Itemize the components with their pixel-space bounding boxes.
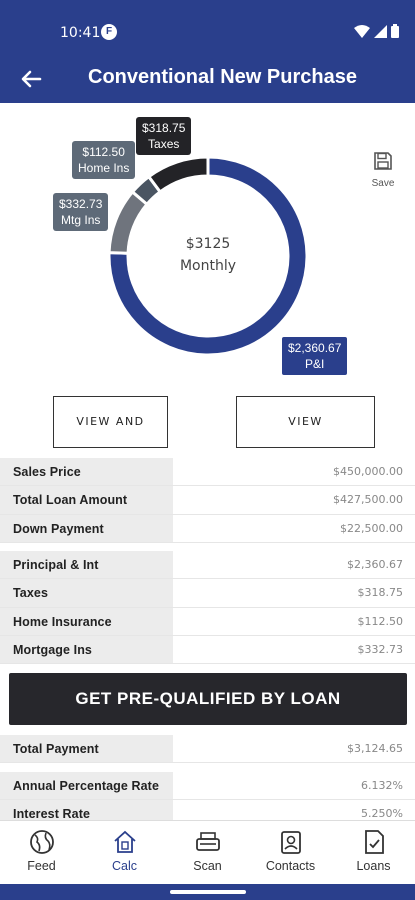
chart-center-label: Monthly bbox=[180, 258, 236, 274]
table-row: Total Payment $3,124.65 bbox=[0, 735, 415, 764]
nav-feed[interactable]: Feed bbox=[0, 821, 83, 884]
donut-chart: $3125 Monthly bbox=[107, 155, 309, 357]
back-arrow-icon[interactable] bbox=[16, 64, 46, 94]
wifi-icon bbox=[354, 24, 370, 38]
status-time: 10:41 bbox=[60, 25, 101, 41]
system-navigation-bar bbox=[0, 884, 415, 900]
nav-label: Scan bbox=[193, 859, 222, 873]
mtg-ins-label-amount: $332.73 bbox=[59, 197, 103, 211]
nav-scan[interactable]: Scan bbox=[166, 821, 249, 884]
nav-contacts[interactable]: Contacts bbox=[249, 821, 332, 884]
row-value: $2,360.67 bbox=[173, 551, 415, 579]
nav-label: Feed bbox=[27, 859, 56, 873]
row-value: $318.75 bbox=[173, 579, 415, 607]
row-label: Annual Percentage Rate bbox=[0, 772, 173, 800]
status-bar: 10:41 F bbox=[0, 0, 415, 62]
loan-summary-table: Sales Price $450,000.00 Total Loan Amount… bbox=[0, 458, 415, 543]
table-row: Mortgage Ins $332.73 bbox=[0, 635, 415, 665]
page-title: Conventional New Purchase bbox=[88, 66, 357, 88]
row-label: Total Payment bbox=[0, 735, 173, 763]
row-label: Total Loan Amount bbox=[0, 486, 173, 514]
loan-document-icon bbox=[364, 830, 384, 854]
globe-icon bbox=[29, 830, 54, 854]
table-row: Annual Percentage Rate 6.132% bbox=[0, 772, 415, 801]
save-button[interactable]: Save bbox=[366, 151, 400, 189]
contacts-icon bbox=[280, 831, 301, 854]
row-label: Principal & Int bbox=[0, 551, 173, 579]
row-value: $427,500.00 bbox=[173, 486, 415, 514]
total-payment-table: Total Payment $3,124.65 bbox=[0, 735, 415, 764]
donut-slice-p-i[interactable] bbox=[107, 155, 309, 357]
home-gesture-pill[interactable] bbox=[170, 890, 246, 894]
row-label: Home Insurance bbox=[0, 607, 173, 635]
home-ins-label-amount: $112.50 bbox=[82, 145, 125, 159]
row-value: 6.132% bbox=[173, 772, 415, 800]
bottom-navigation: Feed Calc Scan Contacts bbox=[0, 820, 415, 884]
save-label: Save bbox=[371, 178, 395, 189]
row-value: $3,124.65 bbox=[173, 735, 415, 763]
mtg-ins-label-name: Mtg Ins bbox=[61, 213, 101, 227]
table-row: Sales Price $450,000.00 bbox=[0, 458, 415, 487]
payment-chart: $3125 Monthly $318.75 Taxes $112.50 Home… bbox=[0, 103, 415, 393]
row-value: $112.50 bbox=[173, 607, 415, 635]
row-label: Mortgage Ins bbox=[0, 635, 173, 664]
taxes-label-amount: $318.75 bbox=[142, 121, 186, 135]
donut-slice-taxes[interactable] bbox=[146, 155, 210, 194]
nav-label: Calc bbox=[111, 859, 137, 873]
taxes-slice-label: $318.75 Taxes bbox=[136, 117, 192, 155]
system-icons bbox=[354, 24, 399, 38]
view-and-share-button[interactable]: VIEW AND SHARE bbox=[53, 396, 168, 478]
view-amortization-button[interactable]: VIEW AMORTIZATION bbox=[236, 396, 375, 478]
table-row: Taxes $318.75 bbox=[0, 579, 415, 608]
home-ins-slice-label: $112.50 Home Ins bbox=[72, 141, 136, 179]
battery-icon bbox=[391, 24, 399, 38]
row-label: Taxes bbox=[0, 579, 173, 607]
table-row: Down Payment $22,500.00 bbox=[0, 514, 415, 543]
row-value: $450,000.00 bbox=[173, 458, 415, 486]
nav-label: Contacts bbox=[265, 859, 316, 873]
pi-slice-label: $2,360.67 P&I bbox=[281, 336, 349, 376]
pi-label-name: P&I bbox=[305, 357, 325, 371]
scanner-icon bbox=[195, 832, 220, 851]
get-pre-qualified-button[interactable]: GET PRE-QUALIFIED BY LOAN bbox=[9, 673, 407, 725]
mtg-ins-slice-label: $332.73 Mtg Ins bbox=[53, 193, 109, 231]
app-bar: 10:41 F Conventional New Purchase bbox=[0, 0, 415, 103]
calculator-house-icon bbox=[113, 830, 136, 853]
row-value: $22,500.00 bbox=[173, 514, 415, 542]
table-row: Home Insurance $112.50 bbox=[0, 607, 415, 636]
table-row: Principal & Int $2,360.67 bbox=[0, 551, 415, 580]
row-value: $332.73 bbox=[173, 635, 415, 664]
app-notification-icon: F bbox=[101, 24, 117, 40]
nav-loans[interactable]: Loans bbox=[332, 821, 415, 884]
nav-label: Loans bbox=[356, 859, 391, 873]
row-label: Down Payment bbox=[0, 514, 173, 542]
floppy-disk-icon bbox=[374, 152, 392, 170]
chart-center-amount: $3125 bbox=[186, 236, 231, 252]
nav-calc[interactable]: Calc bbox=[83, 821, 166, 884]
signal-icon bbox=[374, 24, 387, 38]
payment-breakdown-table: Principal & Int $2,360.67 Taxes $318.75 Ho… bbox=[0, 551, 415, 665]
taxes-label-name: Taxes bbox=[148, 137, 180, 151]
row-label: Sales Price bbox=[0, 458, 173, 486]
table-row: Total Loan Amount $427,500.00 bbox=[0, 486, 415, 515]
home-ins-label-name: Home Ins bbox=[78, 161, 130, 175]
pi-label-amount: $2,360.67 bbox=[288, 341, 342, 355]
